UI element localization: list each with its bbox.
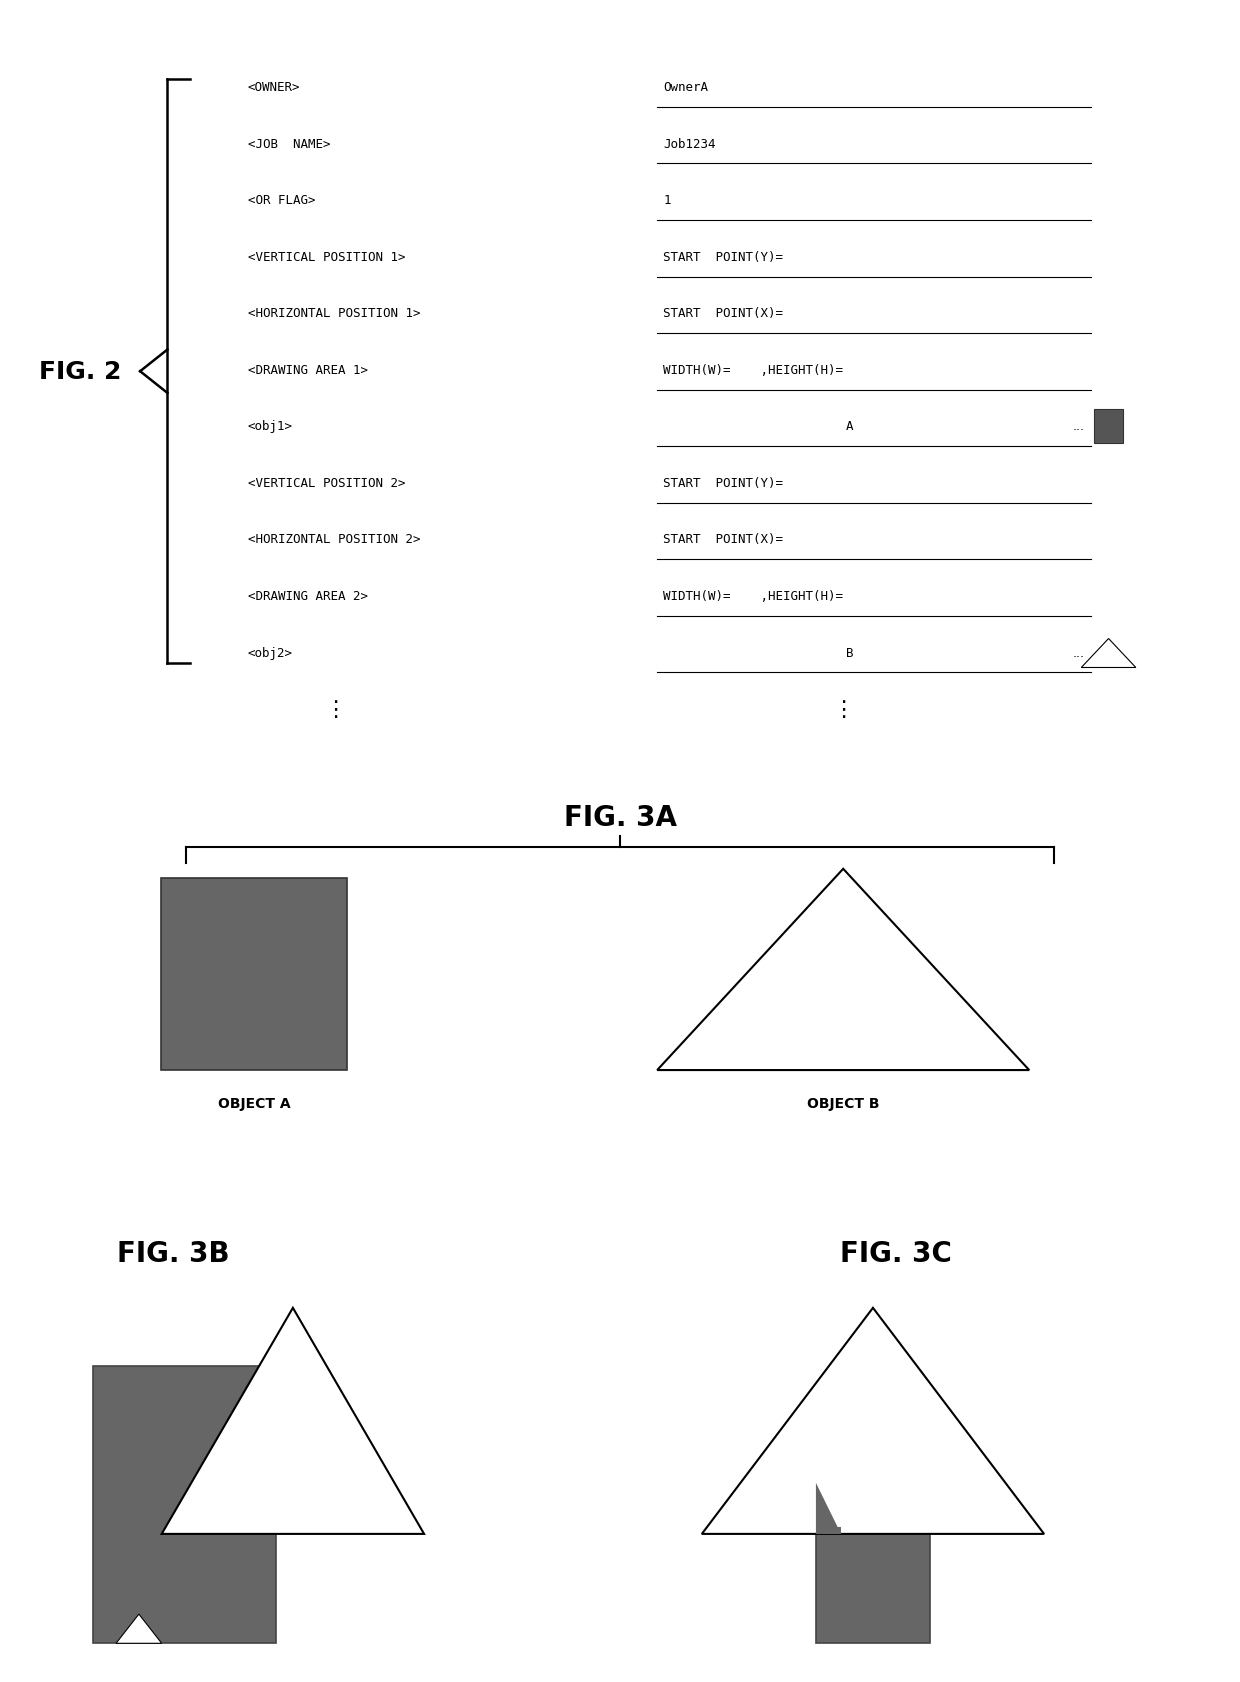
Bar xyxy=(816,1527,930,1643)
Text: FIG. 2: FIG. 2 xyxy=(40,360,122,383)
Text: 1: 1 xyxy=(663,193,671,207)
Text: <HORIZONTAL POSITION 2>: <HORIZONTAL POSITION 2> xyxy=(248,533,420,547)
Text: START  POINT(X)=: START POINT(X)= xyxy=(663,533,784,547)
Text: <DRAWING AREA 1>: <DRAWING AREA 1> xyxy=(248,363,368,377)
Text: <VERTICAL POSITION 1>: <VERTICAL POSITION 1> xyxy=(248,251,405,264)
Text: WIDTH(W)=    ,HEIGHT(H)=: WIDTH(W)= ,HEIGHT(H)= xyxy=(663,363,843,377)
Text: ...: ... xyxy=(1073,420,1085,434)
Text: B: B xyxy=(846,646,853,659)
Text: OBJECT B: OBJECT B xyxy=(807,1097,879,1110)
Text: START  POINT(X)=: START POINT(X)= xyxy=(663,308,784,320)
Text: OBJECT A: OBJECT A xyxy=(218,1097,290,1110)
Polygon shape xyxy=(657,870,1029,1070)
Text: <HORIZONTAL POSITION 1>: <HORIZONTAL POSITION 1> xyxy=(248,308,420,320)
Text: A: A xyxy=(846,420,853,434)
Text: OwnerA: OwnerA xyxy=(663,81,708,94)
Polygon shape xyxy=(1081,639,1136,668)
Bar xyxy=(93,1366,275,1643)
Text: ⋮: ⋮ xyxy=(324,700,346,720)
Text: <OR FLAG>: <OR FLAG> xyxy=(248,193,315,207)
Text: ...: ... xyxy=(1073,646,1085,659)
Text: START  POINT(Y)=: START POINT(Y)= xyxy=(663,476,784,489)
Text: <JOB  NAME>: <JOB NAME> xyxy=(248,138,331,151)
Text: FIG. 3C: FIG. 3C xyxy=(839,1238,952,1267)
Bar xyxy=(816,1527,841,1534)
Text: <obj1>: <obj1> xyxy=(248,420,293,434)
Bar xyxy=(1094,410,1123,444)
Bar xyxy=(161,878,347,1070)
Text: FIG. 3A: FIG. 3A xyxy=(563,804,677,831)
Polygon shape xyxy=(117,1615,161,1643)
Text: WIDTH(W)=    ,HEIGHT(H)=: WIDTH(W)= ,HEIGHT(H)= xyxy=(663,590,843,602)
Text: <VERTICAL POSITION 2>: <VERTICAL POSITION 2> xyxy=(248,476,405,489)
Text: FIG. 3B: FIG. 3B xyxy=(117,1238,229,1267)
Text: <obj2>: <obj2> xyxy=(248,646,293,659)
Polygon shape xyxy=(161,1309,424,1534)
Text: Job1234: Job1234 xyxy=(663,138,715,151)
Text: <DRAWING AREA 2>: <DRAWING AREA 2> xyxy=(248,590,368,602)
Text: START  POINT(Y)=: START POINT(Y)= xyxy=(663,251,784,264)
Text: ⋮: ⋮ xyxy=(832,700,854,720)
Polygon shape xyxy=(702,1309,1044,1534)
Polygon shape xyxy=(816,1484,841,1534)
Text: <OWNER>: <OWNER> xyxy=(248,81,300,94)
